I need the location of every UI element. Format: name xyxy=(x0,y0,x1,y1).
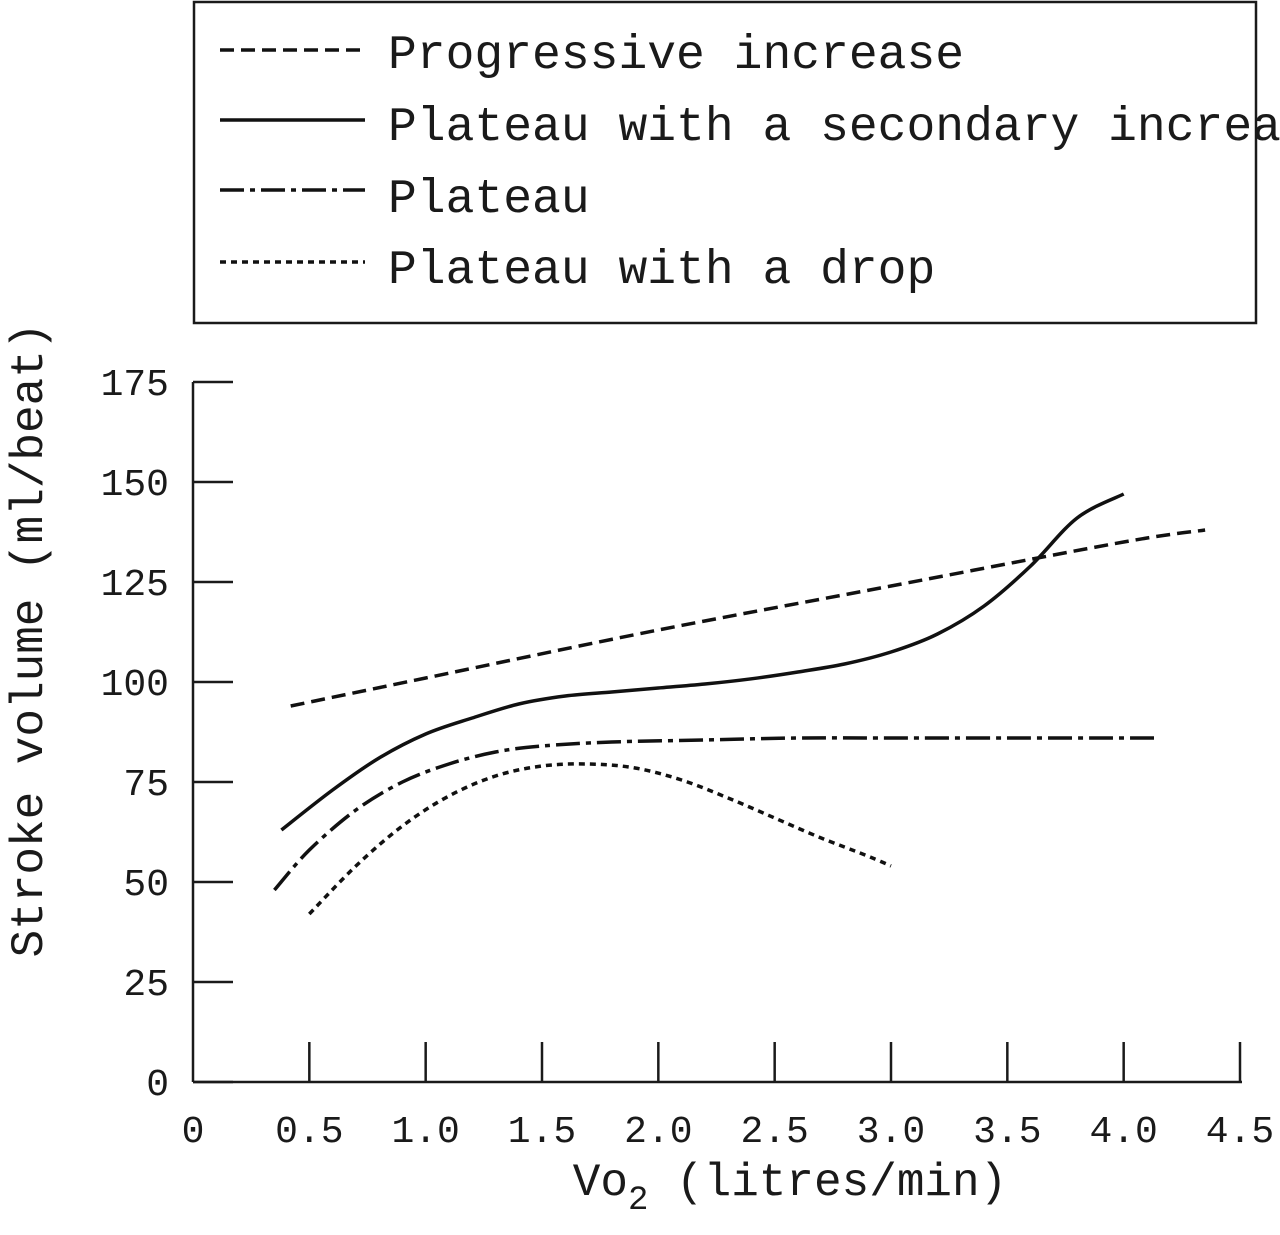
x-tick-label-0.5: 0.5 xyxy=(275,1111,343,1154)
legend-label-plateau: Plateau xyxy=(388,173,590,227)
x-ticks: 0 0.5 1.0 1.5 2.0 2.5 3.0 3.5 4.0 4.5 xyxy=(182,1042,1274,1154)
y-tick-label-75: 75 xyxy=(123,764,169,807)
series-line-plateau xyxy=(273,736,1159,892)
x-tick-label-3.5: 3.5 xyxy=(973,1111,1041,1154)
legend-label-progressive-increase: Progressive increase xyxy=(388,29,964,83)
legend: Progressive increase Plateau with a seco… xyxy=(192,0,1280,325)
x-tick-label-4.0: 4.0 xyxy=(1089,1111,1157,1154)
legend-label-plateau-secondary-increase: Plateau with a secondary increase xyxy=(388,101,1280,155)
y-tick-label-50: 50 xyxy=(123,864,169,907)
y-tick-label-25: 25 xyxy=(123,964,169,1007)
y-axis-title: Stroke volume (ml/beat) xyxy=(4,323,56,958)
y-tick-label-125: 125 xyxy=(101,564,169,607)
x-tick-label-2.0: 2.0 xyxy=(624,1111,692,1154)
x-axis-title-suffix: (litres/min) xyxy=(648,1157,1007,1209)
x-axis-title-prefix: Vo xyxy=(573,1157,628,1209)
y-ticks: 0 25 50 75 100 125 150 175 xyxy=(101,364,233,1107)
x-tick-label-1.0: 1.0 xyxy=(391,1111,459,1154)
x-tick-label-0: 0 xyxy=(182,1111,205,1154)
x-axis-title: Vo2 (litres/min) xyxy=(573,1157,1007,1220)
series-layer xyxy=(273,492,1206,916)
series-line-plateau-with-a-secondary-increase xyxy=(280,492,1125,832)
axes: 0 25 50 75 100 125 150 175 0 0.5 1.0 1.5 2.0 2.5 3.0 3… xyxy=(101,364,1275,1154)
x-tick-label-3.0: 3.0 xyxy=(857,1111,925,1154)
y-tick-label-175: 175 xyxy=(101,364,169,407)
x-axis-title-subscript: 2 xyxy=(628,1182,648,1220)
y-tick-label-0: 0 xyxy=(146,1064,169,1107)
x-tick-label-4.5: 4.5 xyxy=(1206,1111,1274,1154)
legend-frame xyxy=(192,0,1258,325)
y-tick-label-100: 100 xyxy=(101,664,169,707)
series-line-progressive-increase xyxy=(290,528,1206,708)
series-line-plateau-with-a-drop xyxy=(308,762,892,916)
legend-label-plateau-drop: Plateau with a drop xyxy=(388,244,935,298)
y-tick-label-150: 150 xyxy=(101,464,169,507)
x-tick-label-1.5: 1.5 xyxy=(508,1111,576,1154)
x-tick-label-2.5: 2.5 xyxy=(740,1111,808,1154)
